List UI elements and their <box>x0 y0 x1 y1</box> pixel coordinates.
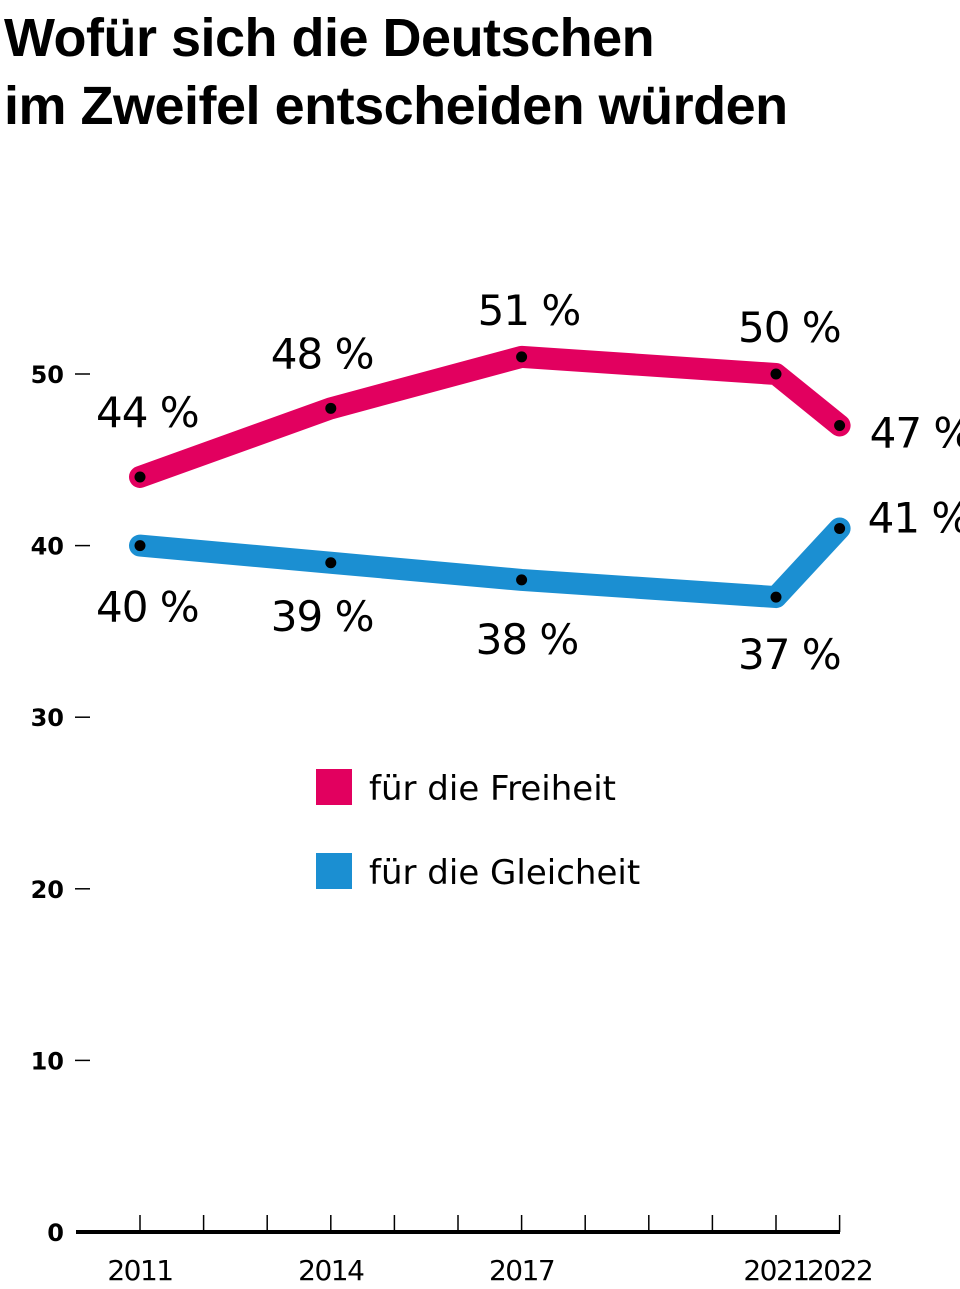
data-label-1-2022: 41 % <box>868 493 960 542</box>
legend-swatch-0 <box>316 769 352 805</box>
legend-label-1: für die Gleicheit <box>369 853 640 893</box>
data-label-1-2014: 39 % <box>271 592 374 641</box>
y-axis: 0 10 20 30 40 50 <box>31 361 90 1247</box>
data-point-0-2021 <box>770 368 782 380</box>
data-point-0-2014 <box>325 402 337 414</box>
chart-title-line-2: im Zweifel entscheiden würden <box>4 76 788 136</box>
x-tick-label-2021: 2021 <box>743 1254 808 1287</box>
data-point-0-2017 <box>516 351 528 363</box>
chart-title: Wofür sich die Deutschen im Zweifel ents… <box>4 4 788 140</box>
data-label-0-2014: 48 % <box>271 329 374 378</box>
x-tick-label-2022: 2022 <box>807 1254 872 1287</box>
x-tick-label-2017: 2017 <box>489 1254 554 1287</box>
data-label-0-2021: 50 % <box>738 303 841 352</box>
data-point-0-2011 <box>134 471 146 483</box>
legend-swatch-1 <box>316 853 352 889</box>
data-labels: 44 % 48 % 51 % 50 % 47 % 40 % 39 % 38 % 37 % 41 % <box>96 286 960 679</box>
y-tick-label-20: 20 <box>31 876 64 904</box>
chart-title-line-1: Wofür sich die Deutschen <box>4 8 655 68</box>
y-tick-label-50: 50 <box>31 361 64 389</box>
y-tick-label-0: 0 <box>47 1219 64 1247</box>
series-line-0 <box>129 345 851 488</box>
data-label-0-2017: 51 % <box>478 286 581 335</box>
legend: für die Freiheit für die Gleicheit <box>316 769 640 893</box>
data-point-1-2011 <box>134 540 146 552</box>
data-point-0-2022 <box>834 419 846 431</box>
y-tick-label-10: 10 <box>31 1047 64 1075</box>
legend-label-0: für die Freiheit <box>369 769 616 809</box>
data-label-0-2011: 44 % <box>96 388 199 437</box>
data-label-1-2011: 40 % <box>96 583 199 632</box>
series-layer <box>129 345 851 609</box>
data-point-1-2017 <box>516 574 528 586</box>
x-tick-label-2011: 2011 <box>107 1254 172 1287</box>
series-line-1 <box>129 517 851 609</box>
data-point-1-2014 <box>325 557 337 569</box>
data-point-1-2021 <box>770 591 782 603</box>
y-tick-label-30: 30 <box>31 704 64 732</box>
data-label-1-2017: 38 % <box>476 615 579 664</box>
x-tick-label-2014: 2014 <box>298 1254 364 1287</box>
y-tick-label-40: 40 <box>31 533 64 561</box>
data-point-1-2022 <box>834 522 846 534</box>
data-label-1-2021: 37 % <box>738 630 841 679</box>
data-label-0-2022: 47 % <box>870 408 960 457</box>
